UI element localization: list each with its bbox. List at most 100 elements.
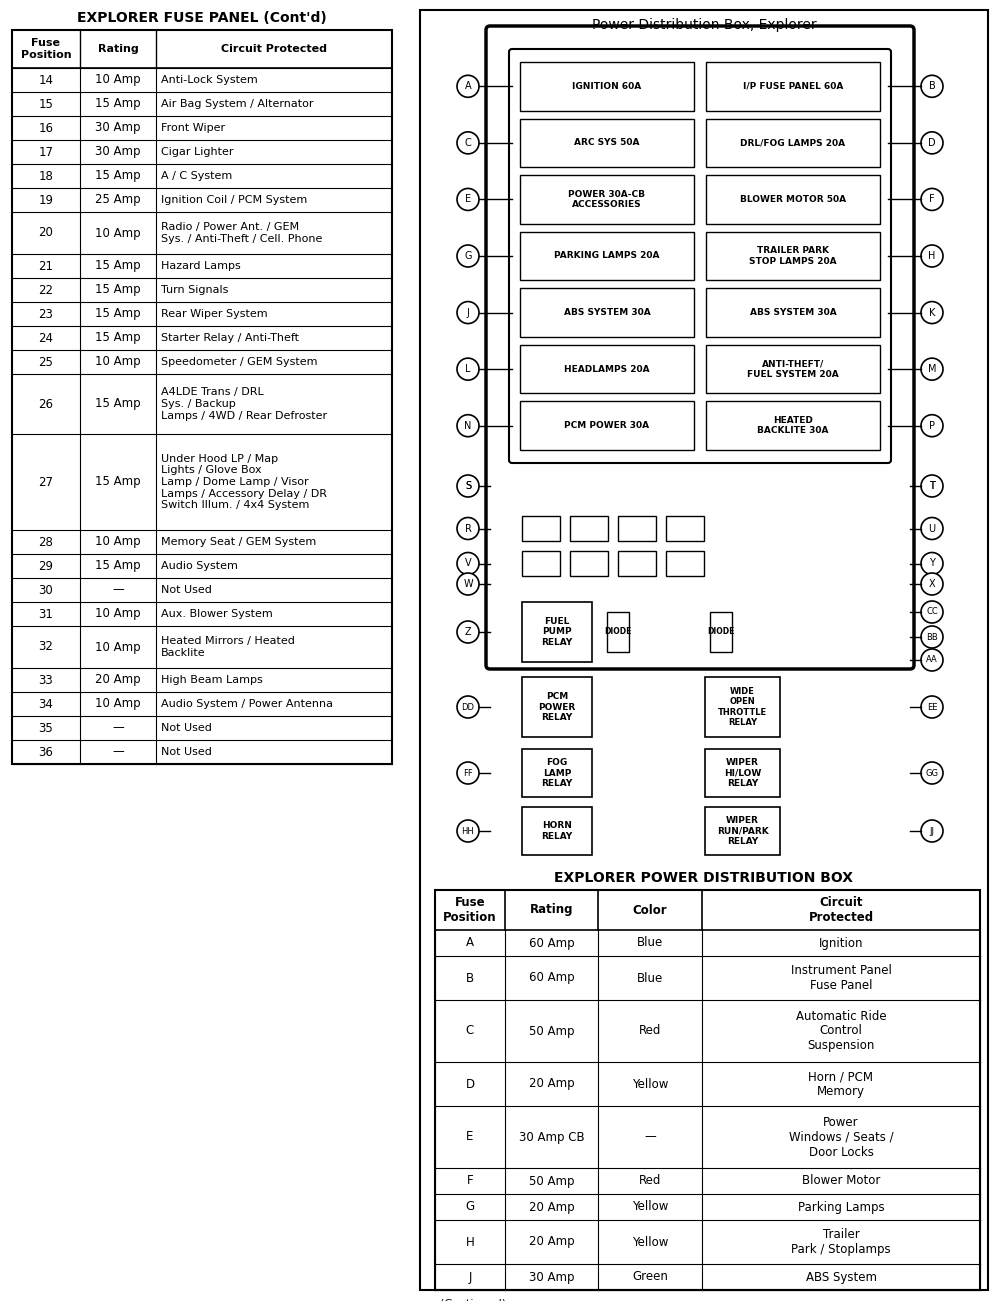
Text: Audio System / Power Antenna: Audio System / Power Antenna: [161, 699, 333, 709]
Circle shape: [921, 762, 943, 785]
Bar: [618, 516, 656, 541]
Text: 15 Amp: 15 Amp: [95, 559, 141, 572]
Circle shape: [921, 415, 943, 437]
Text: FOG
LAMP
RELAY: FOG LAMP RELAY: [541, 758, 573, 788]
Bar: [706, 62, 880, 111]
Bar: [520, 345, 694, 393]
Text: Memory Seat / GEM System: Memory Seat / GEM System: [161, 537, 316, 546]
Text: Parking Lamps: Parking Lamps: [798, 1201, 884, 1214]
Text: 10 Amp: 10 Amp: [95, 608, 141, 621]
Text: I/P FUSE PANEL 60A: I/P FUSE PANEL 60A: [743, 82, 843, 91]
Bar: [570, 552, 608, 576]
Bar: [522, 602, 592, 662]
Text: JJ: JJ: [930, 826, 934, 835]
Text: 10 Amp: 10 Amp: [95, 73, 141, 86]
Text: Ignition Coil / PCM System: Ignition Coil / PCM System: [161, 195, 307, 206]
Text: C: C: [466, 1024, 474, 1037]
Text: U: U: [928, 523, 936, 533]
Text: 60 Amp: 60 Amp: [529, 972, 574, 985]
Circle shape: [457, 131, 479, 154]
Text: N: N: [464, 420, 472, 431]
Circle shape: [457, 245, 479, 267]
Text: —: —: [112, 745, 124, 758]
Circle shape: [457, 621, 479, 643]
Text: 15 Amp: 15 Amp: [95, 332, 141, 345]
Text: Yellow: Yellow: [632, 1077, 668, 1090]
Text: 18: 18: [39, 169, 53, 182]
Text: 20 Amp: 20 Amp: [529, 1201, 574, 1214]
Text: Horn / PCM
Memory: Horn / PCM Memory: [808, 1069, 874, 1098]
Circle shape: [921, 475, 943, 497]
Text: 27: 27: [38, 475, 54, 488]
Text: ARC SYS 50A: ARC SYS 50A: [574, 138, 640, 147]
Text: WIPER
HI/LOW
RELAY: WIPER HI/LOW RELAY: [724, 758, 761, 788]
Text: Fuse
Position: Fuse Position: [443, 896, 497, 924]
Text: HEATED
BACKLITE 30A: HEATED BACKLITE 30A: [757, 416, 829, 436]
Text: Blue: Blue: [637, 972, 663, 985]
Text: A: A: [465, 81, 471, 91]
Text: 15 Amp: 15 Amp: [95, 307, 141, 320]
Text: 20: 20: [39, 226, 53, 239]
Text: 15 Amp: 15 Amp: [95, 259, 141, 272]
Text: Fuse
Position: Fuse Position: [21, 38, 71, 60]
Text: P: P: [929, 420, 935, 431]
Text: Trailer
Park / Stoplamps: Trailer Park / Stoplamps: [791, 1228, 891, 1255]
Text: ABS SYSTEM 30A: ABS SYSTEM 30A: [564, 308, 650, 317]
Bar: [435, 890, 980, 1291]
Text: (Continued): (Continued): [440, 1298, 506, 1301]
Text: Instrument Panel
Fuse Panel: Instrument Panel Fuse Panel: [791, 964, 891, 991]
Bar: [618, 552, 656, 576]
Text: 14: 14: [38, 73, 54, 86]
Text: 15 Amp: 15 Amp: [95, 98, 141, 111]
Circle shape: [921, 696, 943, 718]
Bar: [705, 807, 780, 855]
Text: 17: 17: [38, 146, 54, 159]
Text: A4LDE Trans / DRL
Sys. / Backup
Lamps / 4WD / Rear Defroster: A4LDE Trans / DRL Sys. / Backup Lamps / …: [161, 388, 327, 420]
Text: X: X: [929, 579, 935, 589]
Circle shape: [457, 553, 479, 575]
Text: L: L: [465, 364, 471, 375]
Text: 50 Amp: 50 Amp: [529, 1024, 574, 1037]
Text: Audio System: Audio System: [161, 561, 238, 571]
Text: DIODE: DIODE: [707, 627, 735, 636]
Text: T: T: [929, 481, 935, 490]
Text: R: R: [465, 523, 471, 533]
Text: 34: 34: [39, 697, 53, 710]
Text: HEADLAMPS 20A: HEADLAMPS 20A: [564, 364, 650, 373]
Text: B: B: [929, 81, 935, 91]
Bar: [706, 289, 880, 337]
Text: 15 Amp: 15 Amp: [95, 284, 141, 297]
Circle shape: [921, 572, 943, 595]
Bar: [607, 611, 629, 652]
Text: 30: 30: [39, 584, 53, 596]
Bar: [522, 552, 560, 576]
FancyBboxPatch shape: [509, 49, 891, 463]
Text: 21: 21: [38, 259, 54, 272]
Bar: [706, 118, 880, 167]
Bar: [522, 749, 592, 798]
Text: 32: 32: [39, 640, 53, 653]
Text: 20 Amp: 20 Amp: [529, 1077, 574, 1090]
Text: 20 Amp: 20 Amp: [95, 674, 141, 687]
Text: Front Wiper: Front Wiper: [161, 124, 225, 133]
Text: IGNITION 60A: IGNITION 60A: [572, 82, 642, 91]
Text: E: E: [465, 194, 471, 204]
Bar: [570, 516, 608, 541]
Text: FF: FF: [463, 769, 473, 778]
Bar: [710, 611, 732, 652]
Text: E: E: [466, 1131, 474, 1144]
Text: DIODE: DIODE: [604, 627, 632, 636]
Circle shape: [457, 572, 479, 595]
Text: Green: Green: [632, 1271, 668, 1284]
Circle shape: [921, 601, 943, 623]
Text: BLOWER MOTOR 50A: BLOWER MOTOR 50A: [740, 195, 846, 204]
Circle shape: [921, 626, 943, 648]
Text: WIPER
RUN/PARK
RELAY: WIPER RUN/PARK RELAY: [717, 816, 768, 846]
Text: 22: 22: [38, 284, 54, 297]
Text: PCM
POWER
RELAY: PCM POWER RELAY: [538, 692, 576, 722]
Text: Not Used: Not Used: [161, 585, 212, 595]
Text: Rear Wiper System: Rear Wiper System: [161, 310, 268, 319]
Text: H: H: [928, 251, 936, 262]
Text: Power Distribution Box, Explorer: Power Distribution Box, Explorer: [592, 18, 816, 33]
Bar: [520, 402, 694, 450]
